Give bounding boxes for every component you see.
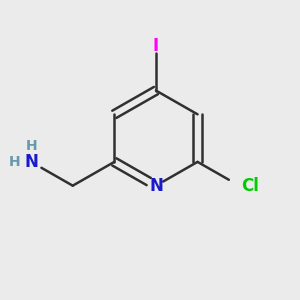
Text: Cl: Cl <box>241 177 259 195</box>
Text: N: N <box>149 177 163 195</box>
Text: N: N <box>24 153 38 171</box>
Text: H: H <box>9 155 21 169</box>
Text: H: H <box>25 139 37 152</box>
Text: I: I <box>153 37 159 55</box>
